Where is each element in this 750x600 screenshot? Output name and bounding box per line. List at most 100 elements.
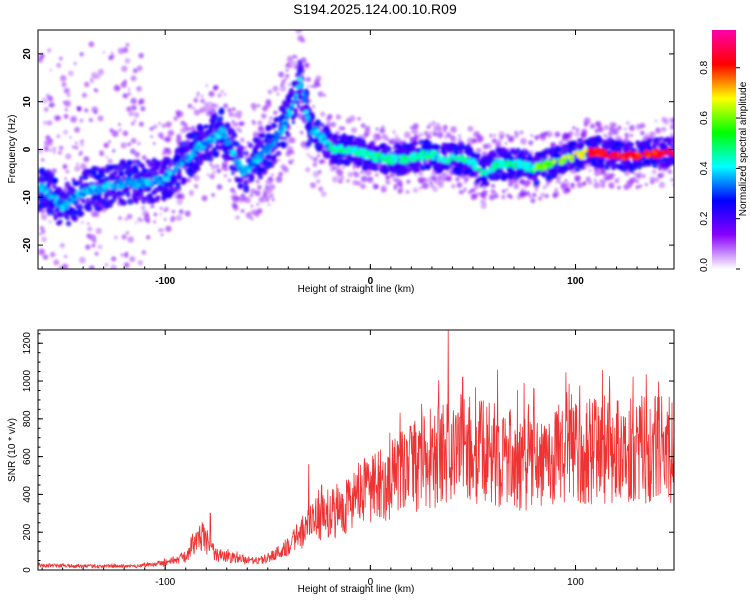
heatmap-noise-cell xyxy=(59,56,63,61)
heatmap-ridge-cell xyxy=(265,145,271,151)
heatmap-noise-cell xyxy=(438,176,445,183)
heatmap-ridge-cell xyxy=(282,124,287,130)
heatmap-ridge-cell xyxy=(211,138,214,142)
heatmap-noise-cell xyxy=(356,180,362,187)
heatmap-noise-cell xyxy=(317,91,324,97)
heatmap-band-cell xyxy=(106,176,110,181)
heatmap-ridge-cell xyxy=(461,158,466,162)
heatmap-ridge-cell xyxy=(499,161,505,167)
heatmap-band-cell xyxy=(292,107,299,114)
heatmap-noise-cell xyxy=(153,124,158,129)
heatmap-ridge-cell xyxy=(98,185,102,190)
heatmap-noise-cell xyxy=(520,188,525,192)
heatmap-noise-cell xyxy=(536,134,541,139)
heatmap-noise-cell xyxy=(285,73,290,78)
heatmap-band-cell xyxy=(97,203,105,210)
heatmap-ridge-cell xyxy=(522,161,527,165)
heatmap-band-cell xyxy=(502,155,508,160)
heatmap-noise-cell xyxy=(52,146,57,151)
heatmap-band-cell xyxy=(137,172,144,179)
heatmap-ridge-cell xyxy=(362,154,368,159)
heatmap-noise-cell xyxy=(184,210,191,217)
heatmap-ridge-cell xyxy=(65,201,71,207)
heatmap-noise-cell xyxy=(530,134,533,137)
heatmap-band-cell xyxy=(554,145,561,152)
heatmap-noise-cell xyxy=(518,191,525,198)
heatmap-band-cell xyxy=(397,149,402,155)
heatmap-noise-cell xyxy=(306,84,310,88)
heatmap-noise-cell xyxy=(70,115,77,123)
heatmap-noise-cell xyxy=(467,125,474,132)
heatmap-ridge-cell xyxy=(370,154,375,159)
heatmap-ridge-cell xyxy=(259,150,264,156)
heatmap-ridge-cell xyxy=(152,178,157,182)
heatmap-noise-cell xyxy=(442,124,448,130)
heatmap-noise-cell xyxy=(476,192,480,196)
heatmap-noise-cell xyxy=(418,132,424,138)
heatmap-noise-cell xyxy=(257,120,263,126)
heatmap-noise-cell xyxy=(360,170,365,175)
heatmap-ridge-cell xyxy=(582,147,588,153)
heatmap-noise-cell xyxy=(310,182,316,189)
heatmap-noise-cell xyxy=(224,167,229,172)
heatmap-noise-cell xyxy=(200,94,204,98)
heatmap-band-cell xyxy=(603,163,610,171)
heatmap-ridge-cell xyxy=(60,206,65,212)
heatmap-band-cell xyxy=(664,157,670,162)
heatmap-noise-cell xyxy=(565,187,571,193)
heatmap-ridge-cell xyxy=(411,153,417,159)
heatmap-band-cell xyxy=(548,148,555,156)
heatmap-ridge-cell xyxy=(650,154,654,158)
heatmap-band-cell xyxy=(338,139,344,145)
heatmap-band-cell xyxy=(191,162,195,166)
heatmap-band-cell xyxy=(494,173,502,181)
heatmap-ridge-cell xyxy=(302,94,306,98)
heatmap-band-cell xyxy=(119,158,126,166)
heatmap-noise-cell xyxy=(170,215,176,222)
heatmap-band-cell xyxy=(348,153,353,158)
heatmap-band-cell xyxy=(86,197,90,202)
heatmap-ridge-cell xyxy=(569,156,574,161)
heatmap-noise-cell xyxy=(658,181,666,189)
heatmap-band-cell xyxy=(83,182,90,189)
heatmap-noise-cell xyxy=(173,116,179,121)
y-tick-label: 0 xyxy=(22,567,33,573)
heatmap-noise-cell xyxy=(53,151,56,154)
heatmap-noise-cell xyxy=(107,158,113,164)
heatmap-ridge-cell xyxy=(90,185,96,191)
heatmap-ridge-cell xyxy=(301,91,306,95)
heatmap-band-cell xyxy=(380,169,385,174)
heatmap-noise-cell xyxy=(64,108,68,112)
heatmap-noise-cell xyxy=(80,143,84,147)
heatmap-band-cell xyxy=(380,143,386,148)
heatmap-noise-cell xyxy=(136,65,143,72)
heatmap-noise-cell xyxy=(450,126,457,133)
heatmap-noise-cell xyxy=(375,127,379,131)
heatmap-noise-cell xyxy=(451,183,456,189)
x-tick-label: -100 xyxy=(155,276,175,287)
heatmap-noise-cell xyxy=(537,196,542,201)
heatmap-ridge-cell xyxy=(511,163,517,169)
heatmap-noise-cell xyxy=(587,179,593,185)
heatmap-band-cell xyxy=(307,137,314,144)
heatmap-noise-cell xyxy=(230,187,236,193)
heatmap-band-cell xyxy=(418,139,425,146)
heatmap-noise-cell xyxy=(193,109,201,116)
heatmap-band-cell xyxy=(38,203,44,210)
heatmap-noise-cell xyxy=(43,139,51,147)
heatmap-noise-cell xyxy=(235,196,241,201)
heatmap-noise-cell xyxy=(341,165,345,169)
heatmap-noise-cell xyxy=(500,194,506,200)
heatmap-noise-cell xyxy=(513,133,519,139)
heatmap-band-cell xyxy=(399,170,405,176)
heatmap-noise-cell xyxy=(380,185,388,192)
heatmap-noise-cell xyxy=(43,146,50,152)
heatmap-band-cell xyxy=(489,149,496,156)
heatmap-band-cell xyxy=(150,198,156,204)
heatmap-band-cell xyxy=(516,147,521,152)
heatmap-noise-cell xyxy=(211,193,216,197)
heatmap-noise-cell xyxy=(103,142,110,148)
heatmap-band-cell xyxy=(51,184,57,190)
colorbar-gradient xyxy=(712,30,736,269)
heatmap-ridge-cell xyxy=(180,160,183,164)
